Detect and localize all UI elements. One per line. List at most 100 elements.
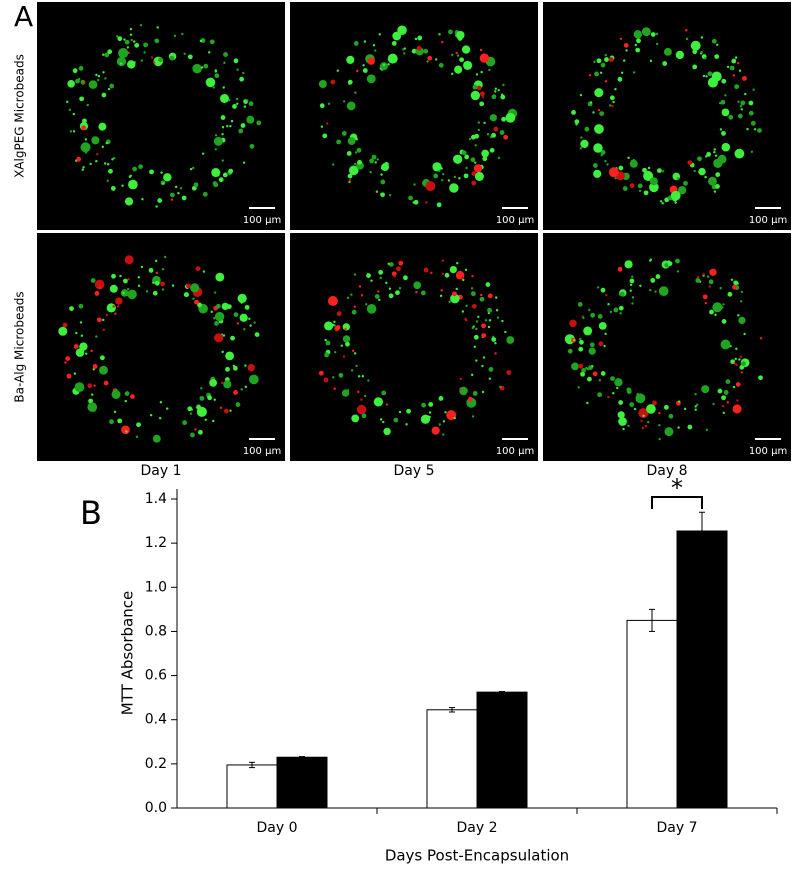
cell [644,424,648,428]
cell [253,321,256,324]
cell [391,41,397,46]
cell [127,287,130,291]
cell [138,164,143,170]
cell [497,156,501,160]
cell [618,400,624,405]
cell [672,172,681,181]
cell [99,365,108,375]
cell [659,200,663,203]
cell [366,74,376,84]
cell [214,69,217,72]
cell [453,416,456,420]
cell [721,108,730,117]
cell [739,364,745,370]
cell [73,344,79,349]
cell [94,291,100,296]
cell [420,290,426,296]
cell [72,112,76,116]
cell [181,195,187,201]
cell [501,319,504,323]
cell [428,402,434,407]
cell [480,293,483,297]
cell [456,262,459,265]
cell [348,82,351,85]
cell [380,173,383,176]
cell [378,269,384,275]
cell [617,76,623,82]
cell [369,158,374,164]
cell [438,33,441,36]
cell [214,148,217,151]
cell [106,179,109,182]
cell [103,380,109,386]
cell [230,335,235,341]
cell [451,53,454,56]
cell [67,79,75,88]
cell [672,196,678,202]
cell [591,365,594,368]
cell [706,151,712,157]
cell [702,294,708,300]
cell [112,305,115,308]
cell [58,326,68,336]
cell [504,330,507,334]
cell [632,71,636,74]
cell [85,352,88,355]
cell [593,143,603,153]
cell [730,278,734,281]
cell [126,46,130,49]
scale-bar-label: 100 µm [496,446,534,457]
cell [715,172,721,178]
cell [738,69,742,72]
cell [629,402,635,407]
cell [374,294,380,299]
cell [658,286,669,296]
cell [130,394,135,399]
cell [700,50,703,54]
cell [387,53,398,64]
cell [417,35,423,41]
cell [706,275,710,278]
cell [655,42,659,46]
cell [668,413,674,419]
cell [382,420,385,424]
cell [634,43,637,47]
cell [664,427,674,437]
cell [225,366,230,372]
cell [111,158,114,161]
cell [611,104,614,108]
cell [108,168,113,174]
cell [430,271,433,275]
cell [69,130,73,133]
cell [649,182,659,193]
cell [385,281,388,285]
cell [618,417,627,426]
cell [356,147,362,153]
cell [80,334,84,337]
cell [613,307,619,313]
cell [477,121,481,124]
cell [641,27,651,37]
cell [351,414,360,423]
cell [629,289,632,292]
bar [276,756,328,809]
cell [493,126,499,132]
cell [708,279,714,285]
cell [387,262,390,266]
cell [600,62,606,68]
cell [183,52,186,55]
cell [88,398,93,404]
cell [109,83,115,89]
cell [333,387,336,390]
cell [94,279,105,290]
cell [200,387,203,390]
cell [158,57,164,63]
cell [675,258,680,264]
x-tick-label: Day 2 [456,820,497,836]
cell [212,181,218,186]
panel-label: B [80,494,102,532]
cell [608,167,619,178]
cell [214,311,225,322]
cell [239,313,248,322]
cell [707,71,713,77]
